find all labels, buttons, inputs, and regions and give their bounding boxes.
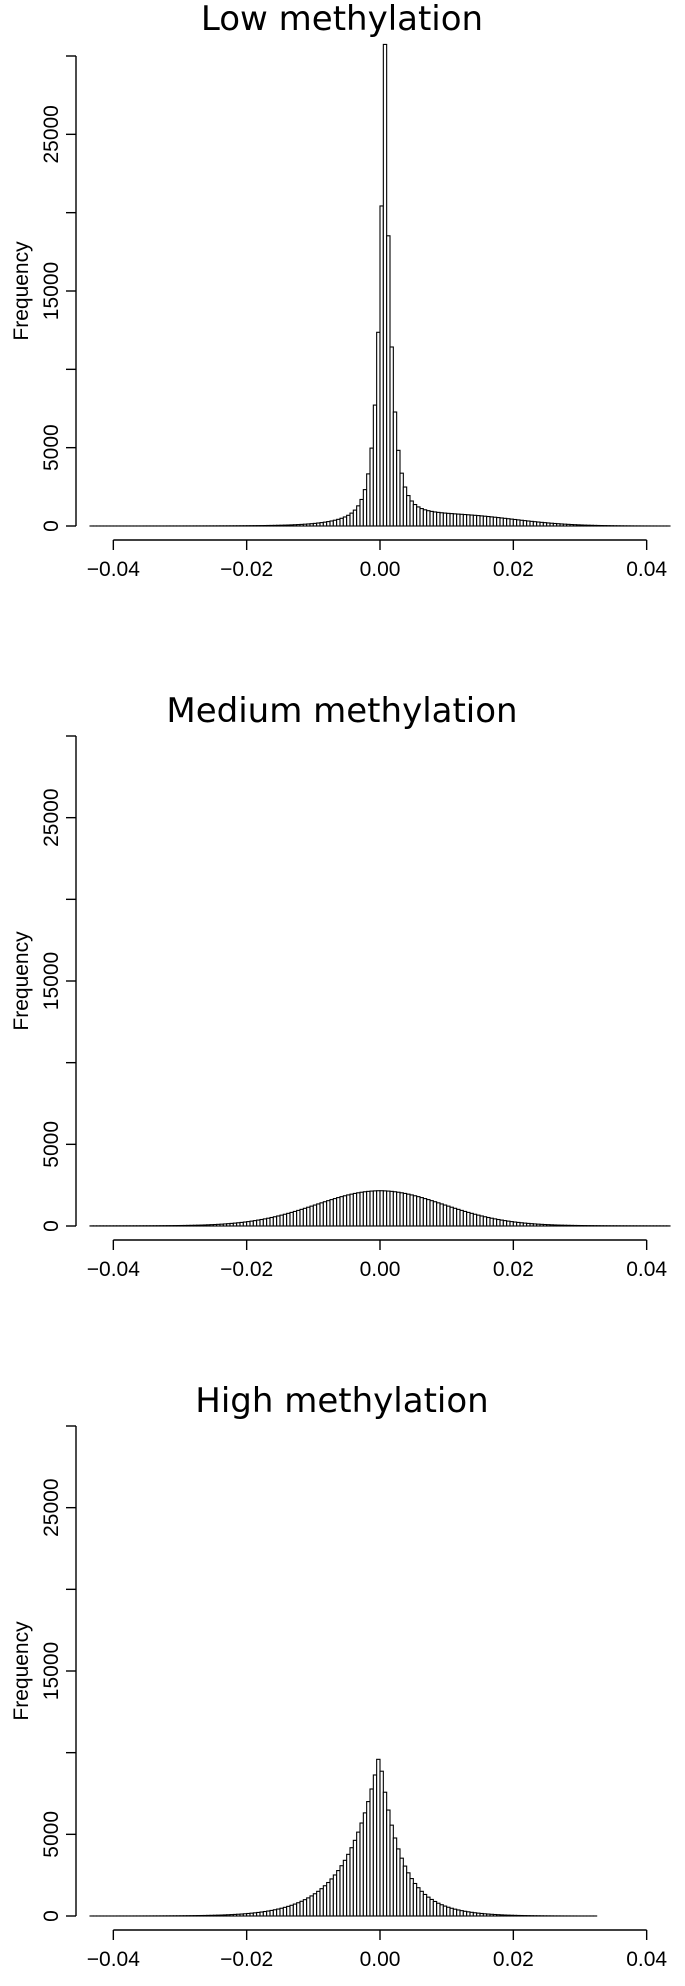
y-tick-label: 25000	[40, 105, 63, 163]
y-tick-label: 15000	[40, 262, 63, 320]
y-tick-label: 15000	[40, 952, 63, 1010]
x-tick-label: −0.02	[220, 1258, 273, 1281]
y-tick-label: 0	[40, 1220, 63, 1232]
x-tick-label: −0.02	[220, 558, 273, 581]
x-tick-label: 0.04	[626, 558, 667, 581]
y-tick-label: 0	[40, 1910, 63, 1922]
x-tick-label: −0.04	[87, 1948, 140, 1971]
x-tick-label: −0.02	[220, 1948, 273, 1971]
histogram-panel-medium: Medium methylation Frequency 0 5000 15000 250…	[0, 680, 685, 1300]
y-axis-label: Frequency	[10, 1621, 33, 1721]
histogram-bars	[89, 1758, 598, 1917]
y-tick-label: 5000	[40, 1121, 63, 1168]
chart-title: Medium methylation	[166, 691, 517, 731]
x-tick-label: −0.04	[87, 1258, 140, 1281]
x-tick-label: 0.04	[626, 1948, 667, 1971]
histogram-low-methylation: Low methylation Frequency 0 5000 15000 25000 −…	[10, 0, 671, 581]
x-tick-label: 0.04	[626, 1258, 667, 1281]
x-tick-label: 0.00	[360, 1258, 401, 1281]
x-tick-label: 0.02	[493, 1948, 534, 1971]
x-tick-label: −0.04	[87, 558, 140, 581]
histogram-bars	[89, 1190, 671, 1227]
histogram-medium-methylation: Medium methylation Frequency 0 5000 15000 250…	[10, 691, 671, 1281]
y-tick-label: 5000	[40, 424, 63, 471]
y-tick-label: 5000	[40, 1811, 63, 1858]
chart-title: High methylation	[195, 1381, 488, 1421]
histogram-bars	[89, 43, 671, 527]
y-tick-label: 25000	[40, 1478, 63, 1536]
histogram-panel-low: Low methylation Frequency 0 5000 15000 25000 −…	[0, 0, 685, 620]
x-tick-label: 0.00	[360, 1948, 401, 1971]
y-tick-label: 0	[40, 520, 63, 532]
y-axis-label: Frequency	[10, 931, 33, 1031]
y-axis-label: Frequency	[10, 241, 33, 341]
y-tick-label: 15000	[40, 1642, 63, 1700]
histogram-high-methylation: High methylation Frequency 0 5000 15000 25000…	[10, 1381, 667, 1971]
x-tick-label: 0.00	[360, 558, 401, 581]
x-tick-label: 0.02	[493, 558, 534, 581]
y-tick-label: 25000	[40, 788, 63, 846]
x-tick-label: 0.02	[493, 1258, 534, 1281]
chart-title: Low methylation	[201, 0, 483, 39]
histogram-panel-high: High methylation Frequency 0 5000 15000 25000…	[0, 1370, 685, 1986]
